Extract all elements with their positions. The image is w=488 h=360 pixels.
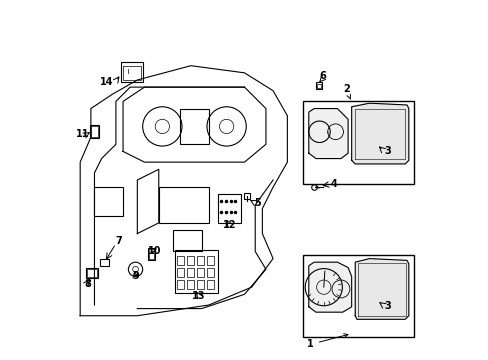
- Bar: [316, 84, 321, 88]
- Bar: [91, 126, 98, 137]
- Bar: [173, 230, 201, 251]
- Bar: [180, 109, 208, 144]
- Text: 5: 5: [253, 198, 260, 208]
- Bar: [159, 187, 208, 223]
- Text: 12: 12: [223, 220, 236, 230]
- Bar: [206, 256, 214, 265]
- Bar: [303, 255, 413, 337]
- Text: 14: 14: [100, 77, 113, 87]
- Bar: [175, 249, 217, 293]
- Polygon shape: [354, 258, 408, 319]
- Text: 1: 1: [306, 334, 347, 349]
- Text: 3: 3: [383, 147, 390, 157]
- Bar: [90, 125, 99, 138]
- Bar: [186, 268, 194, 277]
- Bar: [94, 187, 123, 216]
- Polygon shape: [308, 262, 351, 312]
- Bar: [85, 267, 98, 278]
- Polygon shape: [351, 103, 408, 164]
- Text: 8: 8: [84, 279, 91, 289]
- Text: 7: 7: [115, 236, 122, 246]
- Text: 6: 6: [318, 71, 325, 81]
- Bar: [149, 249, 154, 259]
- Text: 10: 10: [147, 246, 161, 256]
- Bar: [121, 62, 142, 82]
- Bar: [186, 280, 194, 289]
- Bar: [123, 66, 141, 80]
- Bar: [86, 269, 97, 277]
- Text: 9: 9: [132, 271, 139, 282]
- Text: 4: 4: [329, 179, 336, 189]
- Bar: [315, 82, 322, 89]
- Bar: [176, 256, 184, 265]
- Bar: [176, 280, 184, 289]
- Bar: [176, 268, 184, 277]
- Bar: [206, 280, 214, 289]
- Text: 2: 2: [342, 84, 350, 99]
- Text: 11: 11: [76, 129, 90, 139]
- Bar: [303, 102, 413, 184]
- Text: 3: 3: [383, 301, 390, 311]
- Polygon shape: [308, 109, 347, 158]
- Bar: [196, 256, 204, 265]
- Bar: [206, 268, 214, 277]
- Bar: [196, 268, 204, 277]
- Text: 13: 13: [192, 291, 205, 301]
- Bar: [217, 194, 241, 223]
- Bar: [148, 248, 155, 260]
- Bar: [100, 258, 108, 266]
- Bar: [196, 280, 204, 289]
- Bar: [186, 256, 194, 265]
